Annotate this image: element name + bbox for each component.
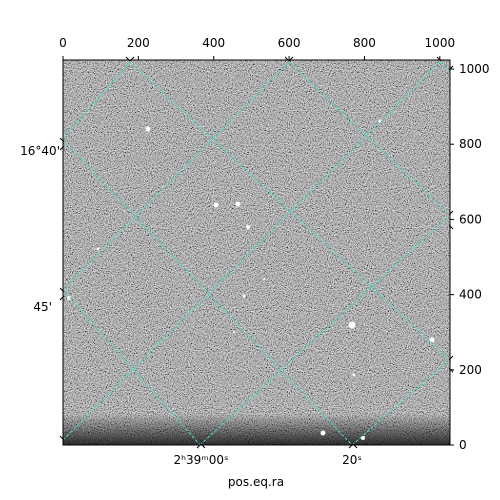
y-tick-label: 200 <box>459 363 482 377</box>
y-tick-label: 600 <box>459 212 482 226</box>
x-tick-label: 0 <box>59 36 67 50</box>
y-tick-label: 800 <box>459 137 482 151</box>
coordinate-grid <box>63 61 450 445</box>
y-tick-label: 1000 <box>459 62 490 76</box>
stars <box>67 119 435 440</box>
world-ticks <box>59 56 454 449</box>
y-tick-label: 400 <box>459 288 482 302</box>
y-tick-label: 0 <box>459 438 467 452</box>
frame <box>62 59 451 446</box>
x-tick-label: 1000 <box>425 36 456 50</box>
ra-tick-label: 20ˢ <box>342 453 362 467</box>
dec-tick-label: 16°40' <box>20 144 60 158</box>
x-axis-label: pos.eq.ra <box>228 475 284 489</box>
x-tick-label: 200 <box>127 36 150 50</box>
x-tick-label: 600 <box>278 36 301 50</box>
dec-tick-label: 45' <box>33 300 52 314</box>
sky-image <box>63 60 450 445</box>
x-tick-label: 800 <box>353 36 376 50</box>
ra-tick-label: 2ʰ39ᵐ00ˢ <box>174 453 229 467</box>
x-tick-label: 400 <box>202 36 225 50</box>
